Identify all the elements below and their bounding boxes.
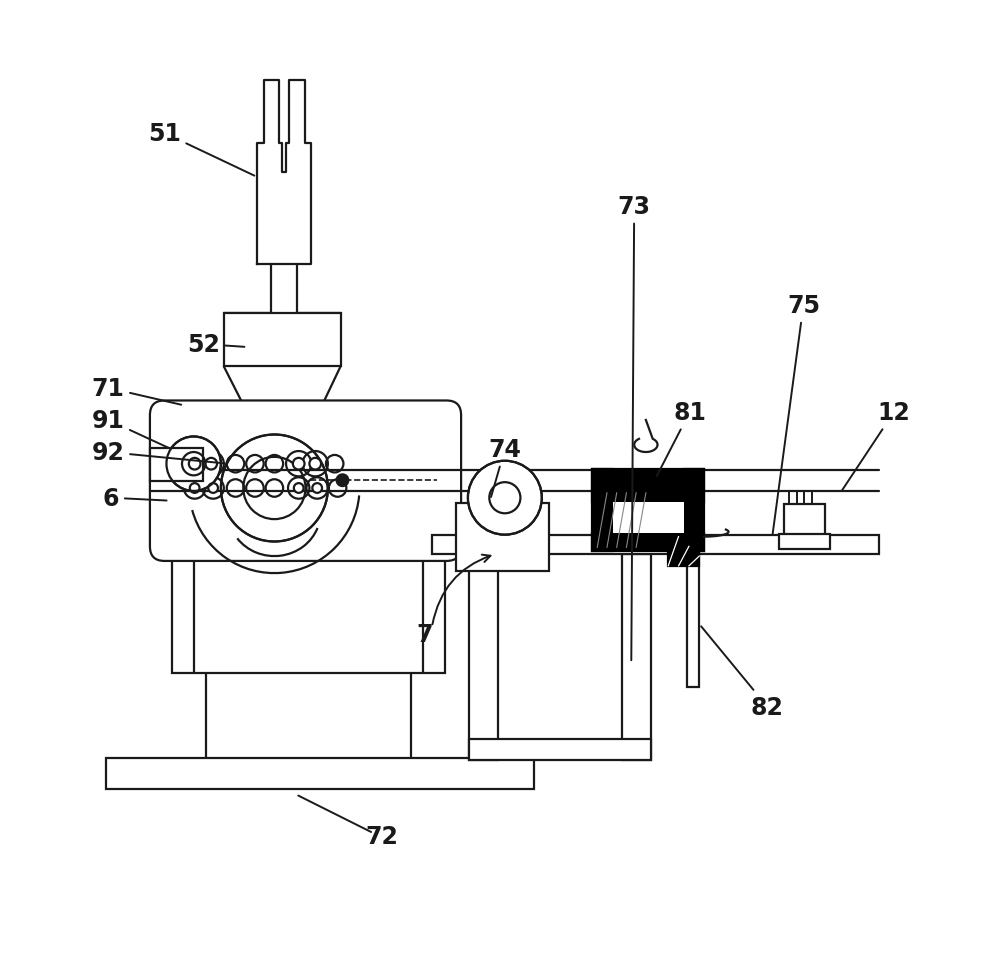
Text: 75: 75 xyxy=(773,294,820,534)
Circle shape xyxy=(190,484,200,493)
Circle shape xyxy=(337,475,348,487)
Bar xyxy=(687,474,699,688)
Circle shape xyxy=(468,461,542,535)
Text: 91: 91 xyxy=(92,408,169,448)
Circle shape xyxy=(293,458,305,470)
Bar xyxy=(106,758,534,789)
Circle shape xyxy=(309,458,321,470)
Bar xyxy=(432,535,879,555)
Text: 81: 81 xyxy=(657,401,706,477)
Circle shape xyxy=(189,458,200,470)
Bar xyxy=(469,555,498,760)
Polygon shape xyxy=(634,420,658,452)
Bar xyxy=(224,314,341,367)
Circle shape xyxy=(294,484,304,493)
Circle shape xyxy=(166,437,221,491)
Bar xyxy=(668,537,699,567)
Bar xyxy=(613,502,684,533)
FancyBboxPatch shape xyxy=(150,402,461,562)
Bar xyxy=(592,469,704,502)
Bar xyxy=(592,469,613,552)
Bar xyxy=(779,534,830,550)
Text: 52: 52 xyxy=(187,333,244,357)
Bar xyxy=(592,533,704,552)
Circle shape xyxy=(221,435,328,542)
Bar xyxy=(150,448,203,482)
Text: 73: 73 xyxy=(618,194,651,660)
Bar xyxy=(172,547,445,673)
Circle shape xyxy=(205,458,217,470)
Bar xyxy=(784,504,825,535)
Text: 51: 51 xyxy=(148,122,254,177)
Bar xyxy=(456,503,549,572)
Circle shape xyxy=(208,484,218,493)
Text: 7: 7 xyxy=(416,622,432,646)
Text: 72: 72 xyxy=(365,825,398,848)
Circle shape xyxy=(312,484,322,493)
Text: 74: 74 xyxy=(488,438,521,497)
Text: 6: 6 xyxy=(103,487,167,510)
Text: 12: 12 xyxy=(842,401,910,491)
Text: 82: 82 xyxy=(701,626,784,719)
Bar xyxy=(469,740,651,760)
Bar xyxy=(684,469,704,552)
Text: 71: 71 xyxy=(92,376,181,405)
Text: 92: 92 xyxy=(92,441,225,464)
Bar xyxy=(622,555,651,760)
